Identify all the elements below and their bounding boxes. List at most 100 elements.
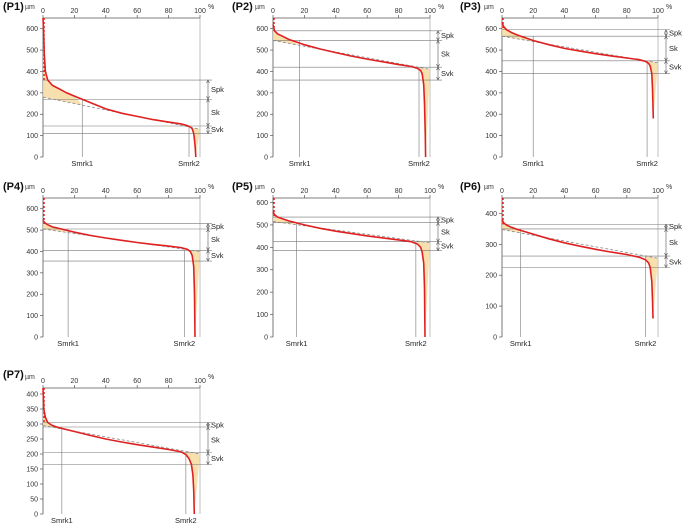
sk-label: Sk (211, 235, 220, 244)
y-tick-label: 400 (256, 245, 268, 252)
y-tick-label: 400 (485, 69, 497, 76)
x-tick-label: 20 (301, 188, 309, 195)
y-tick-label: 100 (485, 133, 497, 140)
chart-panel-5: (P5) µm %0 20 40 60 80 1000100200300400500600Sp… (232, 181, 454, 348)
x-tick-label: 80 (165, 378, 173, 385)
panel-title: (P2) (232, 1, 253, 13)
y-tick-label: 300 (485, 90, 497, 97)
panel-title: (P1) (3, 1, 24, 13)
chart-panel-3: (P3) µm % 0 20 40 60 80 100 0 100 200 300 400 500 600 Sp… (460, 1, 682, 168)
x-tick-label: 40 (102, 188, 110, 195)
x-tick-label: 80 (623, 188, 631, 195)
x-tick-label: 60 (133, 378, 141, 385)
y-tick-label: 100 (485, 304, 497, 311)
y-tick-label: 0 (493, 335, 497, 342)
x-tick-label: 60 (592, 8, 600, 15)
y-unit-label: µm (255, 4, 265, 11)
y-tick-label: 200 (26, 292, 38, 299)
y-tick-label: 0 (34, 335, 38, 342)
peak-area-fill (43, 18, 82, 105)
abbott-curves-figure: (P1) µm %0 20 40 60 80 1000100200300400500600Sp… (0, 0, 685, 527)
x-unit-label: % (208, 184, 214, 191)
y-unit-label: µm (25, 4, 35, 11)
svk-label: Svk (441, 69, 454, 78)
y-tick-label: 400 (26, 249, 38, 256)
y-tick-label: 200 (26, 112, 38, 119)
y-tick-label: 300 (26, 270, 38, 277)
smrk1-label: Smrk1 (510, 339, 532, 348)
x-tick-label: 20 (301, 8, 309, 15)
x-unit-label: % (666, 184, 672, 191)
y-tick-label: 200 (256, 290, 268, 297)
sk-label: Sk (669, 44, 678, 53)
y-tick-label: 350 (26, 407, 38, 414)
smrk1-label: Smrk1 (289, 159, 311, 168)
y-tick-label: 100 (256, 133, 268, 140)
svk-label: Svk (669, 63, 682, 72)
y-tick-label: 250 (26, 437, 38, 444)
y-tick-label: 600 (256, 26, 268, 33)
y-tick-label: 200 (485, 273, 497, 280)
y-tick-label: 500 (256, 48, 268, 55)
smrk2-label: Smrk2 (175, 516, 197, 525)
x-tick-label: 0 (271, 188, 275, 195)
y-tick-label: 500 (485, 48, 497, 55)
smrk2-label: Smrk2 (405, 339, 427, 348)
smrk2-label: Smrk2 (173, 339, 195, 348)
x-tick-label: 20 (71, 8, 79, 15)
x-tick-label: 0 (41, 188, 45, 195)
x-tick-label: 60 (592, 188, 600, 195)
spk-label: Spk (211, 222, 224, 231)
x-tick-label: 60 (133, 8, 141, 15)
peak-area-fill (502, 220, 521, 233)
bearing-curve (43, 18, 196, 157)
y-tick-label: 500 (26, 48, 38, 55)
smrk2-label: Smrk2 (636, 159, 658, 168)
x-tick-label: 40 (561, 8, 569, 15)
x-tick-label: 60 (363, 188, 371, 195)
smrk2-label: Smrk2 (178, 159, 200, 168)
bearing-curve (502, 220, 653, 319)
chart-panel-7: (P7) µm % 0 20 40 60 80 100 0 50 100 150 200 250 300 350… (3, 369, 224, 525)
y-tick-label: 300 (256, 267, 268, 274)
svk-label: Svk (211, 251, 224, 260)
y-tick-label: 400 (26, 392, 38, 399)
x-tick-label: 100 (194, 188, 206, 195)
x-tick-label: 60 (133, 188, 141, 195)
x-unit-label: % (666, 4, 672, 11)
x-tick-label: 40 (102, 8, 110, 15)
svk-label: Svk (211, 125, 224, 134)
sk-label: Sk (441, 49, 450, 58)
y-tick-label: 100 (26, 133, 38, 140)
smrk1-label: Smrk1 (286, 339, 308, 348)
smrk1-label: Smrk1 (57, 339, 79, 348)
x-tick-label: 100 (424, 188, 436, 195)
y-tick-label: 200 (485, 112, 497, 119)
spk-label: Spk (441, 31, 454, 40)
sk-label: Sk (441, 228, 450, 237)
y-tick-label: 200 (26, 452, 38, 459)
chart-panel-1: (P1) µm % 0 20 40 60 80 100 0 100 200 300 400 500 600 Sp… (3, 1, 224, 168)
y-tick-label: 0 (34, 155, 38, 162)
smrk1-label: Smrk1 (522, 159, 544, 168)
x-unit-label: % (438, 4, 444, 11)
x-unit-label: % (208, 4, 214, 11)
bearing-curve (502, 22, 653, 118)
y-tick-label: 600 (256, 200, 268, 207)
x-tick-label: 0 (500, 8, 504, 15)
panel-title: (P5) (232, 181, 253, 193)
y-unit-label: µm (255, 184, 265, 191)
panel-title: (P7) (3, 369, 24, 381)
y-unit-label: µm (25, 374, 35, 381)
sk-label: Sk (669, 238, 678, 247)
y-tick-label: 400 (485, 211, 497, 218)
smrk1-label: Smrk1 (71, 159, 93, 168)
x-tick-label: 0 (41, 378, 45, 385)
y-tick-label: 0 (34, 512, 38, 519)
y-tick-label: 300 (26, 422, 38, 429)
x-tick-label: 40 (102, 378, 110, 385)
sk-label: Sk (211, 108, 220, 117)
y-tick-label: 100 (26, 313, 38, 320)
smrk2-label: Smrk2 (408, 159, 430, 168)
sk-label: Sk (211, 435, 220, 444)
